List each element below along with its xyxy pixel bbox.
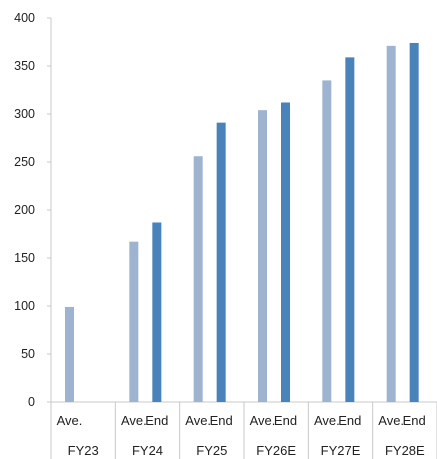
y-tick-label: 350 (14, 59, 35, 73)
bar-label: Ave. (185, 413, 211, 428)
group-label: FY27E (321, 443, 361, 458)
y-tick-label: 400 (14, 11, 35, 25)
bar-fy27e-ave (322, 80, 332, 403)
y-tick-label: 300 (14, 107, 35, 121)
bar-label: End (338, 413, 361, 428)
group-label: FY26E (256, 443, 296, 458)
bar-label: Ave. (57, 413, 83, 428)
y-tick-label: 250 (14, 155, 35, 169)
bar-label: End (274, 413, 297, 428)
y-tick-label: 50 (21, 347, 35, 361)
y-tick-label: 100 (14, 299, 35, 313)
y-tick-label: 200 (14, 203, 35, 217)
bar-label: Ave. (378, 413, 404, 428)
y-tick-label: 0 (28, 395, 35, 409)
bar-label: End (403, 413, 426, 428)
bar-label: Ave. (250, 413, 276, 428)
group-label: FY25 (196, 443, 227, 458)
bar-fy26e-ave (258, 110, 267, 402)
group-label: FY28E (385, 443, 425, 458)
bar-fy28e-ave (386, 45, 396, 403)
bar-fy23-ave (65, 306, 74, 402)
bar-fy27e-end (345, 57, 355, 403)
group-label: FY24 (132, 443, 163, 458)
bar-fy28e-end (409, 42, 419, 403)
group-label: FY23 (68, 443, 99, 458)
bar-label: Ave. (121, 413, 147, 428)
y-tick-label: 150 (14, 251, 35, 265)
bar-fy24-ave (129, 241, 139, 402)
bar-label: End (145, 413, 168, 428)
bar-label: Ave. (314, 413, 340, 428)
bar-fy25-ave (193, 156, 203, 402)
bar-fy24-end (152, 222, 162, 402)
bar-label: End (210, 413, 233, 428)
bar-fy25-end (216, 122, 226, 402)
bar-fy26e-end (281, 102, 290, 402)
